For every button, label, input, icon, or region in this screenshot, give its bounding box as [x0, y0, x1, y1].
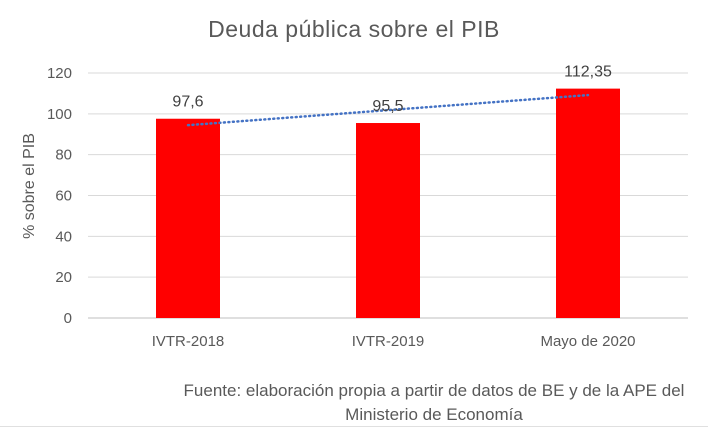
y-tick-label: 40 — [55, 228, 72, 245]
bottom-divider — [0, 426, 708, 427]
source-line-2: Ministerio de Economía — [345, 405, 523, 424]
y-tick-label: 20 — [55, 269, 72, 286]
bar — [556, 88, 620, 319]
data-label: 95,5 — [372, 98, 403, 115]
source-line-1: Fuente: elaboración propia a partir de d… — [183, 381, 685, 400]
x-tick-label: Mayo de 2020 — [540, 333, 635, 350]
y-tick-label: 0 — [64, 310, 72, 327]
y-tick-label: 60 — [55, 188, 72, 205]
data-label: 112,35 — [564, 64, 612, 81]
x-tick-label: IVTR-2018 — [152, 333, 225, 350]
y-tick-label: 100 — [47, 106, 72, 123]
data-label: 97,6 — [172, 94, 203, 111]
x-tick-label: IVTR-2019 — [352, 333, 425, 350]
y-tick-label: 120 — [47, 65, 72, 82]
y-tick-label: 80 — [55, 147, 72, 164]
source-note: Fuente: elaboración propia a partir de d… — [160, 379, 708, 427]
bar — [156, 118, 220, 318]
bar — [356, 123, 420, 318]
chart-title: Deuda pública sobre el PIB — [208, 16, 500, 42]
trendline — [186, 93, 590, 127]
